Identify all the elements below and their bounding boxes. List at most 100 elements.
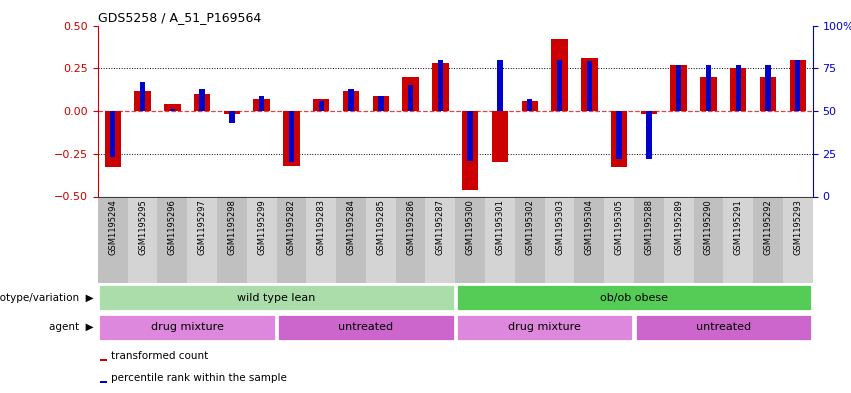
Bar [604,196,634,283]
Text: GSM1195301: GSM1195301 [495,199,505,255]
Bar [574,196,604,283]
Bar [306,196,336,283]
Bar [545,196,574,283]
Bar [194,94,210,111]
Bar [586,61,592,111]
Text: GSM1195294: GSM1195294 [108,199,117,255]
Bar [378,95,384,111]
Bar [259,95,265,111]
Bar [671,65,687,111]
Text: GDS5258 / A_51_P169564: GDS5258 / A_51_P169564 [98,11,261,24]
Text: GSM1195297: GSM1195297 [197,199,207,255]
Bar [100,359,107,361]
Text: GSM1195283: GSM1195283 [317,199,326,255]
Bar [527,99,533,111]
Bar [522,101,538,111]
Text: GSM1195296: GSM1195296 [168,199,177,255]
Bar [635,314,812,341]
Text: GSM1195289: GSM1195289 [674,199,683,255]
Bar [456,284,812,311]
Bar [515,196,545,283]
Text: GSM1195284: GSM1195284 [346,199,356,255]
Bar [455,196,485,283]
Bar [318,101,324,111]
Text: GSM1195286: GSM1195286 [406,199,415,255]
Text: GSM1195303: GSM1195303 [555,199,564,255]
Bar [224,111,240,114]
Bar [551,39,568,111]
Bar [705,65,711,111]
Bar [366,196,396,283]
Bar [277,196,306,283]
Bar [497,60,503,111]
Text: agent  ▶: agent ▶ [49,322,94,332]
Text: percentile rank within the sample: percentile rank within the sample [111,373,287,383]
Text: GSM1195295: GSM1195295 [138,199,147,255]
Bar [456,314,633,341]
Bar [581,58,597,111]
Bar [765,65,771,111]
Bar [199,89,205,111]
Bar [98,196,128,283]
Bar [557,60,563,111]
Bar [343,90,359,111]
Bar [247,196,277,283]
Text: GSM1195299: GSM1195299 [257,199,266,255]
Text: GSM1195291: GSM1195291 [734,199,743,255]
Bar [760,77,776,111]
Bar [641,111,657,114]
Bar [735,65,741,111]
Bar [467,111,473,161]
Text: GSM1195287: GSM1195287 [436,199,445,255]
Bar [485,196,515,283]
Bar [288,111,294,162]
Bar [373,95,389,111]
Text: wild type lean: wild type lean [237,293,316,303]
Bar [157,196,187,283]
Bar [169,109,175,111]
Bar [396,196,426,283]
Text: GSM1195302: GSM1195302 [525,199,534,255]
Bar [164,104,180,111]
Text: GSM1195304: GSM1195304 [585,199,594,255]
Bar [634,196,664,283]
Bar [277,314,454,341]
Bar [99,314,276,341]
Bar [283,111,300,166]
Bar [140,82,146,111]
Text: drug mixture: drug mixture [151,322,224,332]
Text: untreated: untreated [339,322,393,332]
Bar [795,60,801,111]
Text: GSM1195300: GSM1195300 [465,199,475,255]
Bar [100,381,107,383]
Text: GSM1195282: GSM1195282 [287,199,296,255]
Bar [700,77,717,111]
Bar [99,284,454,311]
Text: ob/ob obese: ob/ob obese [600,293,668,303]
Text: genotype/variation  ▶: genotype/variation ▶ [0,293,94,303]
Bar [790,60,806,111]
Bar [676,65,682,111]
Bar [783,196,813,283]
Bar [723,196,753,283]
Text: GSM1195305: GSM1195305 [614,199,624,255]
Bar [730,68,746,111]
Text: drug mixture: drug mixture [508,322,581,332]
Bar [134,90,151,111]
Bar [110,111,116,157]
Bar [437,60,443,111]
Bar [753,196,783,283]
Bar [254,99,270,111]
Text: GSM1195285: GSM1195285 [376,199,386,255]
Bar [348,89,354,111]
Text: GSM1195288: GSM1195288 [644,199,654,255]
Text: GSM1195292: GSM1195292 [763,199,773,255]
Bar [616,111,622,159]
Bar [403,77,419,111]
Text: GSM1195298: GSM1195298 [227,199,237,255]
Bar [694,196,723,283]
Text: untreated: untreated [696,322,751,332]
Bar [128,196,157,283]
Bar [229,111,235,123]
Bar [408,85,414,111]
